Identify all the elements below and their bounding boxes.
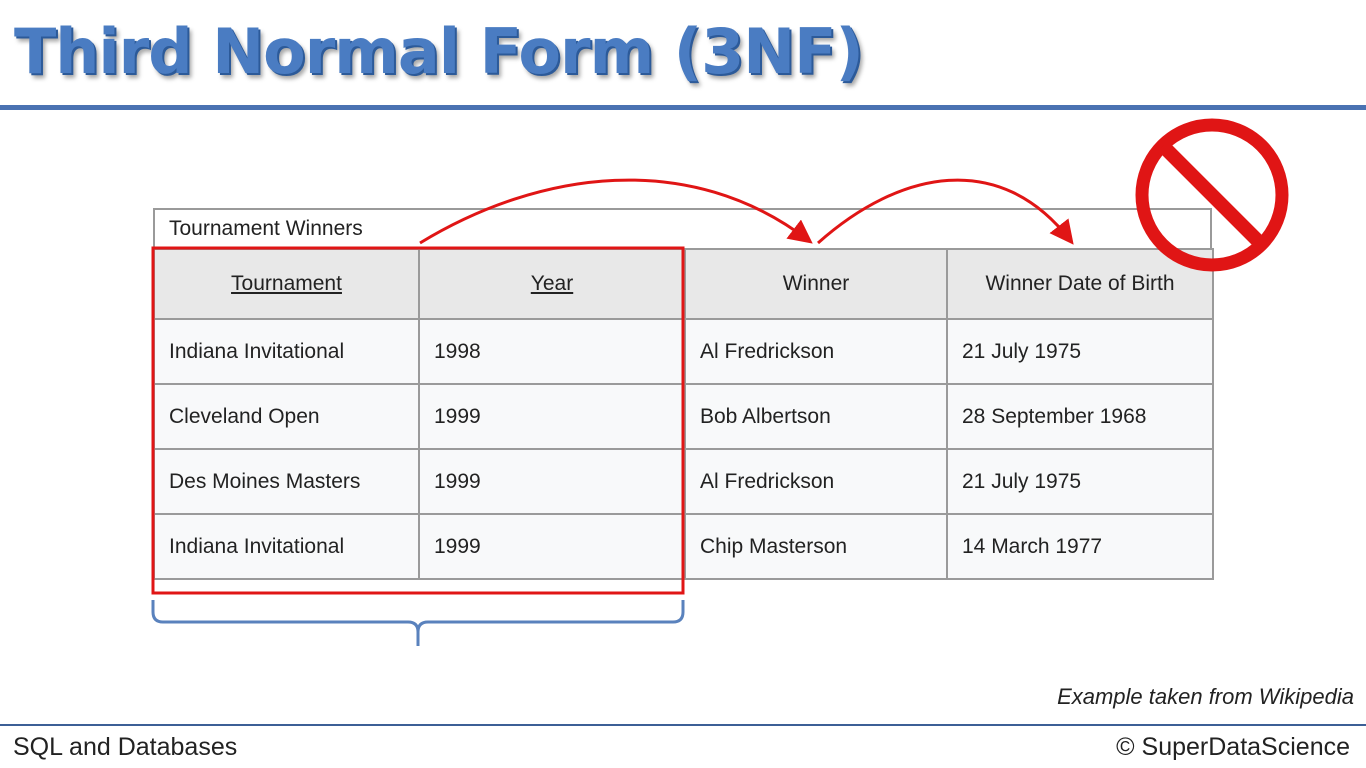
source-note: Example taken from Wikipedia [1057,684,1354,709]
table-row: Indiana Invitational 1998 Al Fredrickson… [153,318,1214,385]
table-row: Indiana Invitational 1999 Chip Masterson… [153,513,1214,580]
header-winner: Winner [684,248,948,320]
cell-winner: Bob Albertson [684,383,948,450]
footer-copyright: © SuperDataScience [1116,733,1350,761]
tournament-winners-table: Tournament Year Winner Winner Date of Bi… [153,248,1214,580]
table-header-row: Tournament Year Winner Winner Date of Bi… [153,248,1214,320]
header-tournament: Tournament [153,248,420,320]
cell-year: 1998 [418,318,686,385]
composite-key-brace [151,600,685,646]
header-year: Year [418,248,686,320]
cell-tournament: Indiana Invitational [153,318,420,385]
cell-tournament: Indiana Invitational [153,513,420,580]
table-caption: Tournament Winners [153,208,1212,248]
table-row: Des Moines Masters 1999 Al Fredrickson 2… [153,448,1214,515]
cell-winner: Al Fredrickson [684,448,948,515]
slide-title: Third Normal Form (3NF) [14,15,864,88]
cell-year: 1999 [418,383,686,450]
cell-year: 1999 [418,448,686,515]
cell-winner: Al Fredrickson [684,318,948,385]
table-row: Cleveland Open 1999 Bob Albertson 28 Sep… [153,383,1214,450]
cell-tournament: Cleveland Open [153,383,420,450]
cell-winner: Chip Masterson [684,513,948,580]
cell-winner-dob: 14 March 1977 [946,513,1214,580]
cell-winner-dob: 28 September 1968 [946,383,1214,450]
cell-tournament: Des Moines Masters [153,448,420,515]
title-divider [0,105,1366,110]
cell-year: 1999 [418,513,686,580]
footer-course-name: SQL and Databases [13,733,238,761]
footer-divider [0,724,1366,726]
cell-winner-dob: 21 July 1975 [946,318,1214,385]
cell-winner-dob: 21 July 1975 [946,448,1214,515]
header-winner-dob: Winner Date of Birth [946,248,1214,320]
